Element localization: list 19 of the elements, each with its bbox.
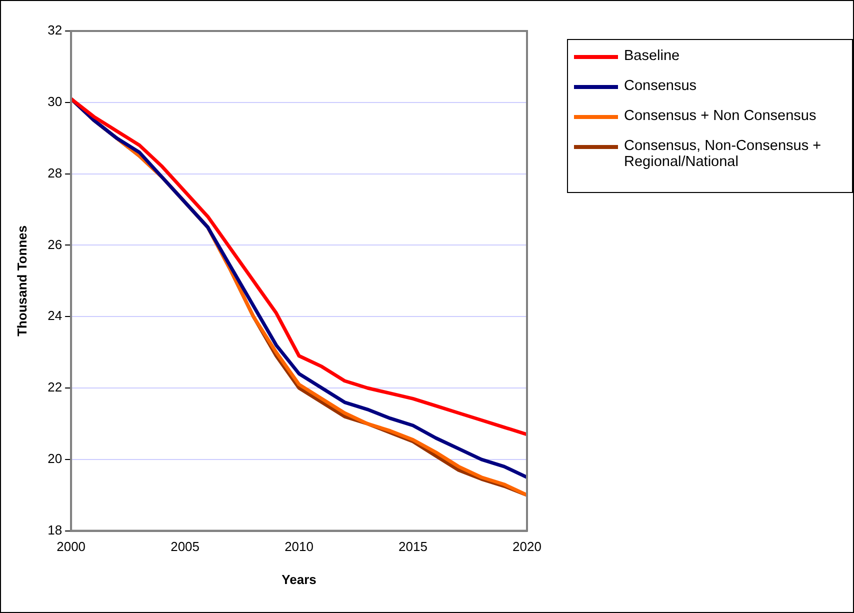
y-tick-label: 18 [48, 522, 62, 538]
y-tick-label: 26 [48, 236, 62, 252]
x-axis-title: Years [282, 572, 316, 587]
y-tick-label: 30 [48, 94, 62, 109]
legend-label: Consensus + Non Consensus [624, 108, 816, 124]
x-tick-label: 2005 [170, 539, 200, 554]
y-tick-label: 28 [48, 165, 62, 180]
legend-label: Consensus [624, 78, 697, 94]
x-tick-label: 2010 [284, 539, 314, 554]
x-tick-label: 2015 [398, 539, 428, 554]
legend-label: Baseline [624, 48, 680, 64]
y-tick-label: 32 [48, 22, 62, 38]
legend-label: Consensus, Non-Consensus + Regional/National [624, 138, 822, 170]
y-axis-title: Thousand Tonnes [14, 225, 30, 336]
x-tick-label: 2020 [512, 539, 542, 554]
y-tick-label: 22 [48, 380, 62, 395]
y-tick-label: 20 [48, 450, 62, 466]
y-tick-label: 24 [48, 308, 62, 324]
x-tick-label: 2000 [56, 539, 86, 554]
